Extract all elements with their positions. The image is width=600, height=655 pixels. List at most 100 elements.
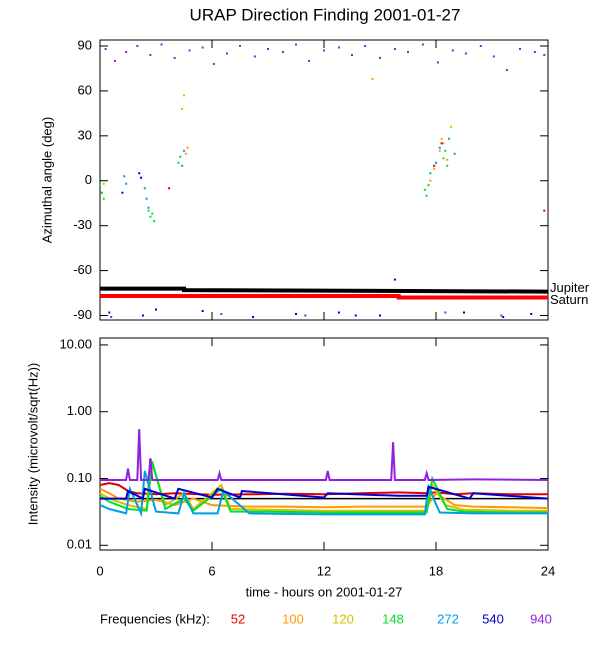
series-line	[99, 461, 548, 514]
y-tick-label: 0.10	[67, 470, 92, 485]
point	[113, 59, 116, 62]
series-line	[99, 487, 549, 510]
point	[442, 142, 445, 145]
point	[448, 137, 451, 140]
point	[438, 149, 441, 152]
point	[438, 146, 441, 149]
point	[188, 49, 191, 52]
point	[543, 209, 546, 212]
point	[155, 308, 157, 311]
plot-frame	[99, 337, 549, 551]
point	[143, 187, 146, 190]
point	[433, 164, 436, 167]
point	[440, 137, 443, 140]
point	[125, 50, 128, 53]
plot-frame	[99, 39, 549, 321]
y-tick-label: -60	[73, 262, 92, 277]
point	[351, 53, 353, 56]
point	[201, 46, 204, 49]
point	[147, 206, 150, 209]
series-line	[100, 485, 549, 501]
point	[145, 197, 148, 200]
x-tick-label: 6	[208, 563, 215, 578]
point	[479, 44, 482, 47]
point	[110, 316, 113, 319]
point	[429, 172, 432, 175]
point	[125, 182, 128, 185]
point	[177, 161, 180, 164]
point	[102, 197, 105, 200]
point	[220, 313, 223, 316]
point	[153, 220, 156, 223]
y-tick-label: 0	[85, 172, 92, 187]
point	[295, 43, 297, 46]
point	[425, 194, 428, 197]
point	[463, 311, 465, 314]
point	[181, 164, 184, 167]
chart-title: URAP Direction Finding 2001-01-27	[190, 5, 461, 24]
point	[121, 191, 124, 194]
legend-label: 52	[231, 611, 245, 626]
legend-label: 940	[530, 611, 552, 626]
point	[295, 313, 297, 316]
legend-label: 148	[382, 611, 404, 626]
point	[253, 55, 256, 58]
y-axis-label: Intensity (microvolt/sqrt(Hz))	[25, 363, 40, 526]
point	[444, 311, 447, 314]
point	[102, 182, 105, 185]
x-tick-label: 0	[96, 563, 103, 578]
point	[183, 149, 185, 152]
point	[201, 310, 204, 313]
point	[186, 146, 189, 149]
x-axis-label: time - hours on 2001-01-27	[246, 584, 403, 599]
legend-label: 540	[482, 611, 504, 626]
legend-label: 120	[332, 611, 354, 626]
point	[225, 52, 228, 55]
point	[104, 47, 107, 50]
point	[449, 125, 452, 128]
point	[492, 55, 495, 58]
point	[108, 311, 111, 314]
y-axis-label: Azimuthal angle (deg)	[39, 117, 54, 243]
point	[440, 142, 443, 145]
point	[179, 155, 182, 158]
point	[371, 77, 374, 80]
point	[429, 179, 432, 182]
point	[464, 52, 467, 55]
reference-line	[100, 294, 548, 300]
point	[138, 172, 141, 175]
x-tick-label: 18	[429, 563, 443, 578]
point	[379, 56, 381, 59]
point	[252, 316, 255, 319]
point	[168, 187, 171, 190]
x-tick-label: 12	[317, 563, 331, 578]
point	[184, 152, 187, 155]
point	[354, 314, 357, 317]
point	[505, 68, 508, 71]
point	[446, 158, 449, 161]
y-tick-label: 90	[78, 37, 92, 52]
point	[427, 184, 430, 187]
point	[393, 47, 396, 50]
point	[423, 188, 426, 191]
point	[149, 53, 152, 56]
point	[436, 61, 439, 64]
reference-label: Saturn	[550, 292, 588, 307]
point	[446, 164, 449, 167]
point	[149, 215, 152, 218]
point	[444, 149, 447, 152]
point	[123, 175, 126, 178]
point	[421, 43, 424, 46]
point	[502, 316, 505, 319]
y-tick-label: 30	[78, 127, 92, 142]
y-tick-label: 10.00	[59, 336, 92, 351]
y-tick-label: -30	[73, 217, 92, 232]
y-tick-label: 0.01	[67, 537, 92, 552]
point	[136, 44, 139, 47]
point	[379, 314, 381, 317]
y-tick-label: 1.00	[67, 403, 92, 418]
point	[364, 44, 367, 47]
point	[99, 184, 101, 187]
point	[500, 314, 503, 317]
